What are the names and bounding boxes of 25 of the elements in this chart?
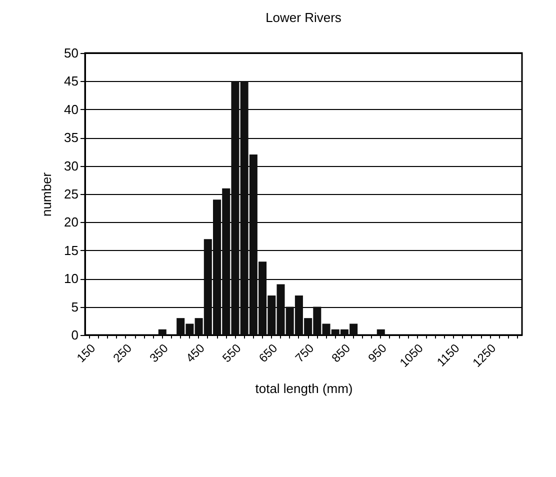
x-tick-label: 950	[365, 340, 390, 366]
y-tick-label: 30	[64, 158, 78, 174]
bar	[158, 329, 166, 335]
x-tick-label: 350	[146, 340, 172, 366]
x-tick-label: 650	[256, 340, 280, 366]
x-axis-title: total length (mm)	[255, 381, 353, 396]
y-tick-label: 25	[64, 186, 78, 202]
y-tick-label: 40	[64, 102, 78, 117]
y-axis-title: number	[39, 172, 54, 217]
x-tick-label: 450	[183, 340, 208, 366]
y-tick-label: 10	[64, 271, 78, 286]
y-tick-label: 15	[64, 242, 78, 258]
y-tick-label: 50	[64, 46, 78, 60]
y-tick-label: 0	[71, 328, 78, 342]
x-tick-label: 150	[74, 340, 98, 366]
x-tick-label: 750	[292, 340, 317, 366]
x-tick-label: 250	[110, 340, 135, 366]
chart-title: Lower Rivers	[266, 10, 342, 25]
y-tick-label: 45	[64, 74, 78, 89]
x-tick-label: 850	[328, 340, 354, 366]
y-tick-label: 35	[64, 130, 78, 146]
y-tick-label: 20	[64, 214, 78, 230]
x-tick-label: 550	[220, 340, 244, 366]
bar	[376, 329, 385, 335]
y-tick-label: 5	[71, 299, 78, 314]
